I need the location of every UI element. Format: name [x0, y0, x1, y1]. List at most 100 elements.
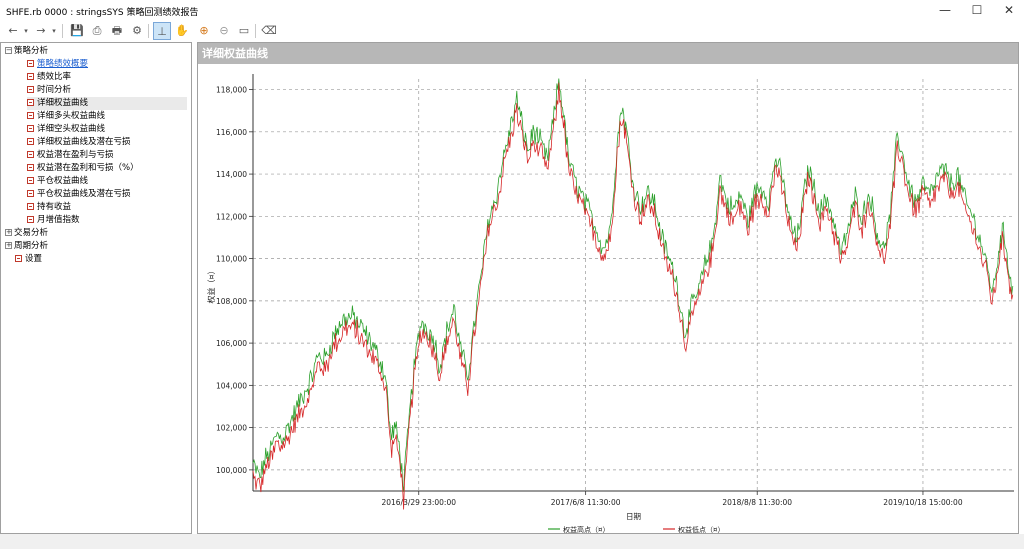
gear-icon[interactable]: ⚙	[132, 24, 142, 37]
tree-item-summary[interactable]: 策略绩效概要	[27, 58, 88, 71]
panel-title: 详细权益曲线	[198, 43, 1018, 64]
tree-item-holding-return[interactable]: 持有收益	[27, 201, 71, 214]
tree-item-label: 平仓权益曲线	[37, 176, 89, 186]
report-icon	[27, 60, 34, 67]
y-tick-label: 112,000	[216, 212, 247, 221]
chart-icon	[27, 164, 34, 171]
y-tick-label: 118,000	[216, 86, 247, 95]
y-tick-label: 102,000	[216, 424, 247, 433]
series-equity-low	[252, 82, 1014, 510]
collapse-icon[interactable]: −	[5, 46, 12, 54]
pan-icon[interactable]: ✋	[175, 24, 189, 37]
y-tick-label: 100,000	[216, 466, 247, 475]
x-tick-label: 2016/3/29 23:00:00	[381, 498, 456, 507]
tree-item-label: 权益潜在盈利和亏损（%）	[37, 163, 139, 173]
tree-item-time-analysis[interactable]: 时间分析	[27, 84, 71, 97]
toolbar-separator	[255, 24, 256, 38]
tree-group-strategy-analysis[interactable]: − 策略分析	[5, 45, 48, 58]
close-button[interactable]: ✕	[1003, 3, 1015, 17]
tree-item-long-equity[interactable]: 详细多头权益曲线	[27, 110, 105, 123]
tree-item-label: 绩效比率	[37, 72, 72, 82]
toolbar-separator	[148, 24, 149, 38]
tree-item-label: 设置	[25, 254, 43, 264]
tree-item-closed-equity[interactable]: 平仓权益曲线	[27, 175, 88, 188]
tree-item-label: 月增值指数	[37, 215, 80, 225]
chart-icon	[27, 125, 34, 132]
chart-icon	[27, 99, 34, 106]
equity-chart[interactable]: 100,000 102,000 104,000 106,000 108,000 110,0…	[198, 64, 1018, 533]
tree-item-potential-pl[interactable]: 权益潜在盈利与亏损	[27, 149, 114, 162]
zoom-out-icon[interactable]: ⊖	[219, 24, 229, 37]
print-icon[interactable]: 🖶	[111, 24, 123, 37]
tree-item-label: 周期分析	[14, 241, 49, 251]
x-tick-label: 2017/6/8 11:30:00	[551, 498, 621, 507]
tree-item-label: 策略分析	[14, 46, 49, 56]
report-icon	[27, 73, 34, 80]
chart-icon	[27, 138, 34, 145]
y-tick-label: 114,000	[216, 170, 247, 179]
tree-item-label: 详细多头权益曲线	[37, 111, 106, 121]
expand-icon[interactable]: +	[5, 241, 12, 249]
y-tick-label: 104,000	[216, 381, 247, 390]
crosshair-icon[interactable]: ⊥	[153, 22, 171, 40]
chart-icon	[27, 112, 34, 119]
zoom-in-icon[interactable]: ⊕	[199, 24, 209, 37]
series-equity-high	[252, 78, 1014, 492]
tree-item-equity-curve[interactable]: 详细权益曲线	[27, 97, 187, 110]
tree-item-label: 策略绩效概要	[37, 59, 89, 69]
tree-item-label: 交易分析	[14, 228, 49, 238]
report-icon	[27, 86, 34, 93]
chart-panel: 详细权益曲线 100,000 102,000 104,000 106,000 108,0…	[197, 42, 1019, 534]
x-tick-label: 2019/10/18 15:00:00	[883, 498, 963, 507]
y-tick-label: 108,000	[216, 297, 247, 306]
title-bar: SHFE.rb 0000 : stringsSYS 策略回测绩效报告 — ☐ ✕	[0, 0, 1024, 20]
status-bar	[0, 534, 1024, 549]
y-tick-label: 116,000	[216, 128, 247, 137]
tree-item-label: 详细权益曲线	[37, 98, 89, 108]
tree-item-short-equity[interactable]: 详细空头权益曲线	[27, 123, 105, 136]
tree-item-potential-pl-pct[interactable]: 权益潜在盈利和亏损（%）	[27, 162, 139, 175]
y-axis-label: 权益（¤）	[206, 266, 216, 303]
tree-group-period-analysis[interactable]: + 周期分析	[5, 240, 48, 253]
tree-item-label: 详细空头权益曲线	[37, 124, 106, 134]
tree-item-settings[interactable]: 设置	[15, 253, 42, 266]
eraser-icon[interactable]: ⌫	[261, 24, 277, 37]
tree-item-ratios[interactable]: 绩效比率	[27, 71, 71, 84]
report-icon	[27, 216, 34, 223]
chevron-down-icon[interactable]: ▾	[52, 27, 56, 35]
y-tick-label: 106,000	[216, 339, 247, 348]
tree-item-label: 平仓权益曲线及潜在亏损	[37, 189, 131, 199]
window-title: SHFE.rb 0000 : stringsSYS 策略回测绩效报告	[6, 8, 199, 18]
tree-item-label: 时间分析	[37, 85, 72, 95]
tree-item-label: 详细权益曲线及潜在亏损	[37, 137, 131, 147]
forward-icon[interactable]: →	[36, 24, 46, 37]
back-icon[interactable]: ←	[8, 24, 18, 37]
tree-item-equity-drawdown[interactable]: 详细权益曲线及潜在亏损	[27, 136, 131, 149]
export-icon[interactable]: ⎙	[92, 24, 102, 37]
legend-entry: 权益低点（¤）	[678, 525, 724, 533]
scroll-gutter	[1019, 42, 1024, 534]
toolbar-separator	[62, 24, 63, 38]
toolbar: ← ▾ → ▾ 💾 ⎙ 🖶 ⚙ ⊥ ✋ ⊕ ⊖ ▭ ⌫	[0, 20, 1024, 42]
chart-icon	[27, 151, 34, 158]
navigation-tree: − 策略分析 策略绩效概要 绩效比率 时间分析 详细权益曲线 详细多头权益曲线 详…	[0, 42, 192, 534]
tree-item-closed-equity-drawdown[interactable]: 平仓权益曲线及潜在亏损	[27, 188, 131, 201]
chart-icon	[27, 177, 34, 184]
minimize-button[interactable]: —	[939, 3, 951, 17]
tree-item-monthly-index[interactable]: 月增值指数	[27, 214, 80, 227]
x-axis-label: 日期	[626, 512, 641, 521]
fit-view-icon[interactable]: ▭	[238, 24, 250, 37]
save-icon[interactable]: 💾	[70, 24, 84, 37]
report-icon	[27, 203, 34, 210]
x-tick-label: 2018/8/8 11:30:00	[722, 498, 792, 507]
tree-item-label: 权益潜在盈利与亏损	[37, 150, 114, 160]
chevron-down-icon[interactable]: ▾	[24, 27, 28, 35]
chart-icon	[27, 190, 34, 197]
legend-entry: 权益高点（¤）	[563, 525, 609, 533]
tree-group-trade-analysis[interactable]: + 交易分析	[5, 227, 48, 240]
tree-item-label: 持有收益	[37, 202, 72, 212]
expand-icon[interactable]: +	[5, 228, 12, 236]
maximize-button[interactable]: ☐	[971, 3, 983, 17]
y-tick-label: 110,000	[216, 255, 247, 264]
settings-icon	[15, 255, 22, 262]
